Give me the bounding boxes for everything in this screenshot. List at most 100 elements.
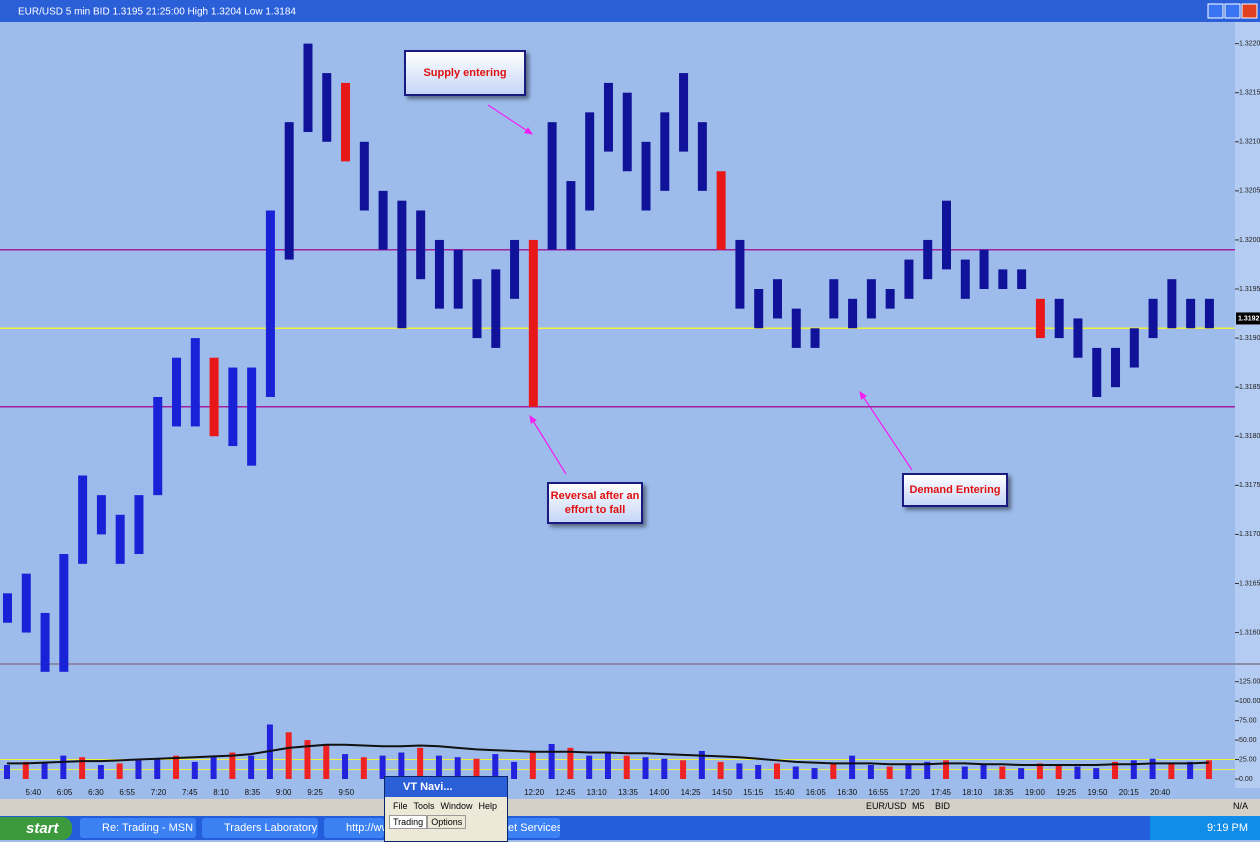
volume-bar bbox=[1168, 763, 1175, 779]
x-tick-label: 18:35 bbox=[994, 788, 1015, 797]
arrow bbox=[487, 104, 534, 135]
close-button[interactable] bbox=[1241, 3, 1258, 19]
taskbar-item[interactable]: Re: Trading - MSN Ex... bbox=[80, 818, 196, 838]
x-tick-label: 12:20 bbox=[524, 788, 545, 797]
price-bar bbox=[322, 73, 332, 142]
tab[interactable]: Trading bbox=[389, 815, 428, 829]
volume-bar bbox=[304, 740, 311, 779]
volume-bar bbox=[698, 750, 705, 779]
price-bar bbox=[660, 112, 670, 191]
price-bar bbox=[1167, 279, 1177, 329]
x-tick-label: 15:15 bbox=[743, 788, 764, 797]
symbol-select[interactable]: EUR/USD bbox=[866, 801, 907, 811]
price-bar bbox=[247, 367, 257, 466]
x-tick-label: 9:25 bbox=[307, 788, 323, 797]
menu-item[interactable]: Tools bbox=[413, 801, 435, 811]
x-tick-label: 13:35 bbox=[618, 788, 639, 797]
x-tick-label: 6:30 bbox=[88, 788, 104, 797]
price-bar bbox=[885, 289, 895, 309]
volume-bar bbox=[154, 758, 161, 779]
volume-bar bbox=[1149, 758, 1156, 779]
tab[interactable]: Options bbox=[427, 815, 467, 829]
y-tick-label: 1.3175 bbox=[1239, 482, 1260, 489]
price-bar bbox=[942, 200, 951, 270]
price-bar bbox=[998, 269, 1008, 290]
start-button[interactable]: start bbox=[0, 817, 72, 840]
price-bar bbox=[904, 259, 914, 299]
volume-bar bbox=[811, 768, 818, 779]
volume-bar bbox=[717, 761, 724, 779]
volume-bar bbox=[97, 764, 104, 779]
price-bar bbox=[1111, 347, 1121, 388]
x-tick-label: 14:50 bbox=[712, 788, 733, 797]
volume-bar bbox=[511, 761, 518, 779]
volume-bar bbox=[4, 764, 10, 779]
volume-bar bbox=[1130, 760, 1137, 779]
annotation: Reversal after an effort to fall bbox=[547, 482, 643, 524]
price-bar bbox=[735, 239, 745, 309]
volume-bar bbox=[79, 757, 86, 779]
x-tick-label: 16:55 bbox=[868, 788, 889, 797]
maximize-button[interactable] bbox=[1224, 3, 1241, 19]
price-bar bbox=[1073, 318, 1083, 358]
volume-bar bbox=[454, 757, 461, 779]
x-tick-label: 7:20 bbox=[151, 788, 167, 797]
volume-bar bbox=[623, 755, 630, 779]
menu-item[interactable]: Help bbox=[478, 801, 498, 811]
price-bar bbox=[59, 554, 69, 672]
x-tick-label: 13:10 bbox=[587, 788, 608, 797]
volume-bar bbox=[360, 757, 367, 779]
price-bar bbox=[1017, 269, 1027, 290]
volume-bar bbox=[1093, 768, 1100, 779]
price-bar bbox=[810, 328, 820, 348]
volume-bar bbox=[248, 755, 255, 779]
price-bar bbox=[40, 612, 50, 672]
volume-bar bbox=[661, 758, 668, 779]
y-tick-label: 50.00 bbox=[1239, 737, 1257, 744]
x-tick-label: 17:45 bbox=[931, 788, 952, 797]
price-bar bbox=[848, 298, 858, 329]
x-tick-label: 14:00 bbox=[649, 788, 670, 797]
volume-bar bbox=[529, 751, 536, 779]
menu-item[interactable]: File bbox=[393, 801, 408, 811]
volume-bar bbox=[548, 743, 555, 779]
y-tick-label: 1.3215 bbox=[1239, 90, 1260, 97]
volume-bar bbox=[116, 763, 123, 779]
price-bar bbox=[115, 514, 125, 564]
x-tick-label: 15:40 bbox=[774, 788, 795, 797]
menu-item[interactable]: Window bbox=[440, 801, 473, 811]
price-bar bbox=[697, 122, 707, 191]
x-tick-label: 9:50 bbox=[339, 788, 355, 797]
price-pane bbox=[0, 22, 1235, 663]
price-bar bbox=[1148, 298, 1158, 339]
volume-bar bbox=[285, 732, 292, 779]
side-select[interactable]: BID bbox=[935, 801, 951, 811]
minimize-button[interactable] bbox=[1207, 3, 1224, 19]
x-tick-label: 19:00 bbox=[1025, 788, 1046, 797]
status: N/A bbox=[1233, 801, 1249, 811]
y-tick-label: 1.3180 bbox=[1239, 433, 1260, 440]
volume-bar bbox=[1018, 768, 1025, 779]
y-tick-label: 1.3205 bbox=[1239, 188, 1260, 195]
period-select[interactable]: M5 bbox=[912, 801, 925, 811]
volume-bar bbox=[41, 763, 48, 779]
volume-bar bbox=[849, 755, 856, 779]
last-price-box bbox=[1236, 312, 1260, 325]
title-bar bbox=[0, 0, 1260, 22]
price-bar bbox=[209, 357, 219, 437]
volume-bar bbox=[924, 761, 931, 779]
volume-bar bbox=[999, 766, 1006, 779]
price-bar bbox=[78, 475, 88, 564]
price-bar bbox=[547, 122, 557, 250]
y-tick-label: 100.00 bbox=[1239, 698, 1260, 705]
price-bar bbox=[960, 259, 970, 299]
volume-bar bbox=[22, 761, 29, 779]
taskbar-item[interactable]: et Services bbox=[500, 818, 560, 838]
y-tick-label: 1.3170 bbox=[1239, 531, 1260, 538]
taskbar-item[interactable]: http://www... bbox=[324, 818, 384, 838]
price-bar bbox=[378, 190, 388, 250]
taskbar-item[interactable]: Traders Laboratory - ... bbox=[202, 818, 318, 838]
annotation: Demand Entering bbox=[902, 473, 1008, 507]
arrow bbox=[859, 391, 913, 471]
